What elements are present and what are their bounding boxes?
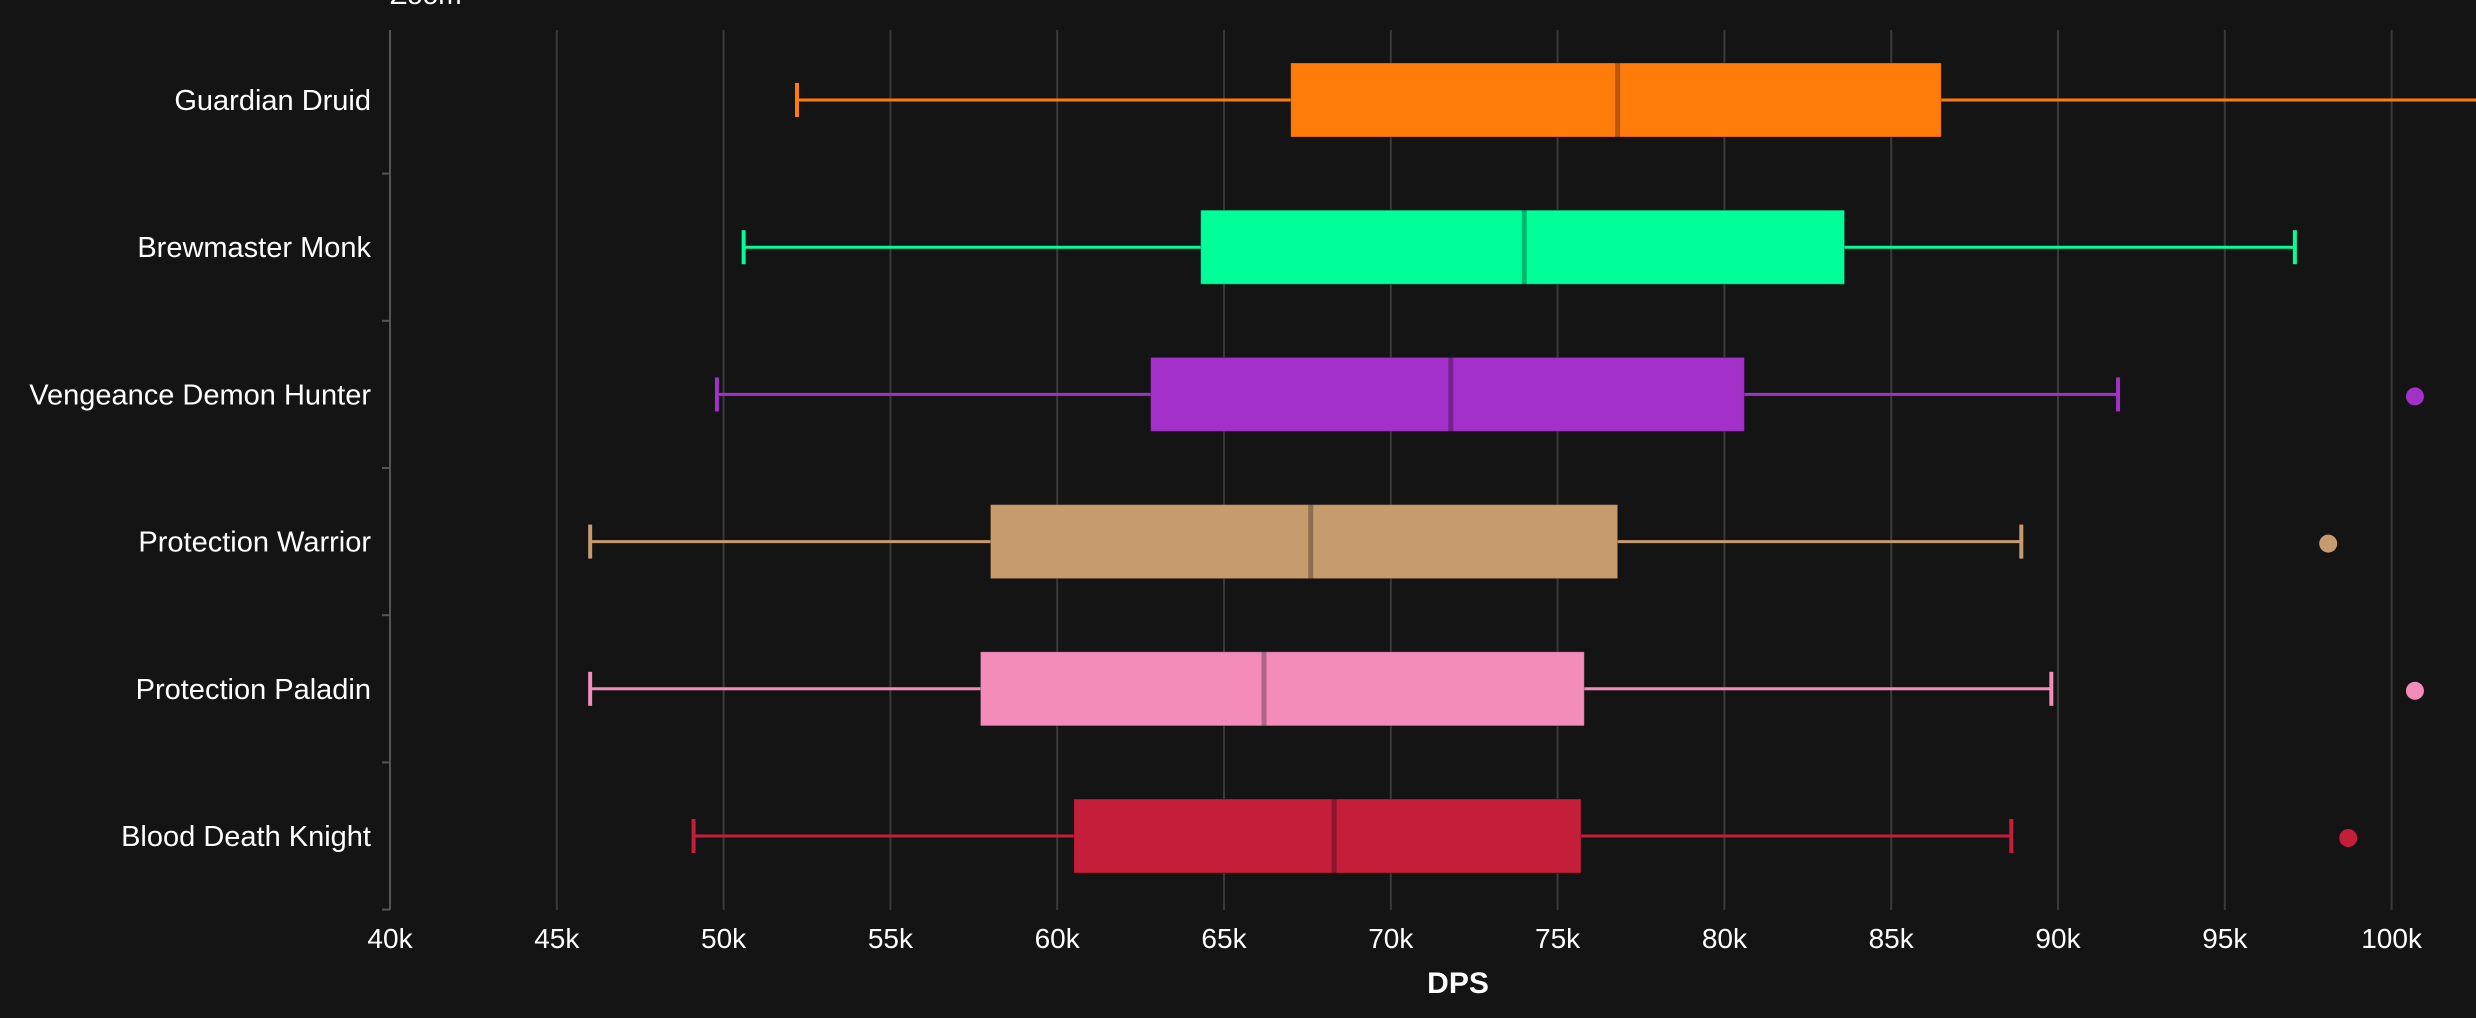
y-category-label: Vengeance Demon Hunter [29,379,371,411]
x-tick-label: 55k [868,923,914,954]
iqr-box [989,504,1619,580]
outlier-point [2405,681,2424,700]
box-blood-death-knight [691,798,2358,874]
box-guardian-druid [794,62,2476,138]
y-category-label: Protection Warrior [138,527,371,559]
outlier-point [2319,534,2338,553]
x-axis-title: DPS [1427,967,1489,1000]
x-tick-label: 70k [1368,923,1414,954]
x-tick-label: 75k [1535,923,1581,954]
x-tick-label: 40k [367,923,413,954]
x-tick-label: 50k [701,923,747,954]
iqr-box [979,651,1585,727]
outlier-point [2339,829,2358,847]
iqr-box [1073,798,1582,874]
x-tick-label: 85k [1869,923,1915,954]
box-layer [588,62,2476,874]
x-tick-label: 90k [2035,923,2081,954]
x-tick-label: 100k [2361,923,2423,954]
iqr-box [1150,356,1745,432]
iqr-box [1290,62,1942,138]
axis-layer: 40k 45k 50k 55k 60k 65k 70k 75k 80k 85k 90k 95k 100k… [29,30,2423,954]
x-tick-label: 95k [2202,923,2248,954]
y-category-label: Brewmaster Monk [137,232,371,264]
box-brewmaster-monk [741,209,2297,285]
grid-layer [555,30,2393,910]
x-tick-label: 45k [534,923,580,954]
box-vengeance-demon-hunter [714,356,2424,432]
y-category-label: Protection Paladin [136,674,371,706]
y-category-label: Guardian Druid [174,85,371,117]
iqr-box [1200,209,1845,285]
x-tick-label: 60k [1035,923,1081,954]
box-protection-paladin [588,651,2424,727]
x-tick-label: 80k [1702,923,1748,954]
outlier-point [2405,387,2424,406]
chart-title: Zoom [390,0,462,10]
x-tick-label: 65k [1201,923,1247,954]
y-category-label: Blood Death Knight [121,821,371,853]
box-protection-warrior [588,504,2338,580]
